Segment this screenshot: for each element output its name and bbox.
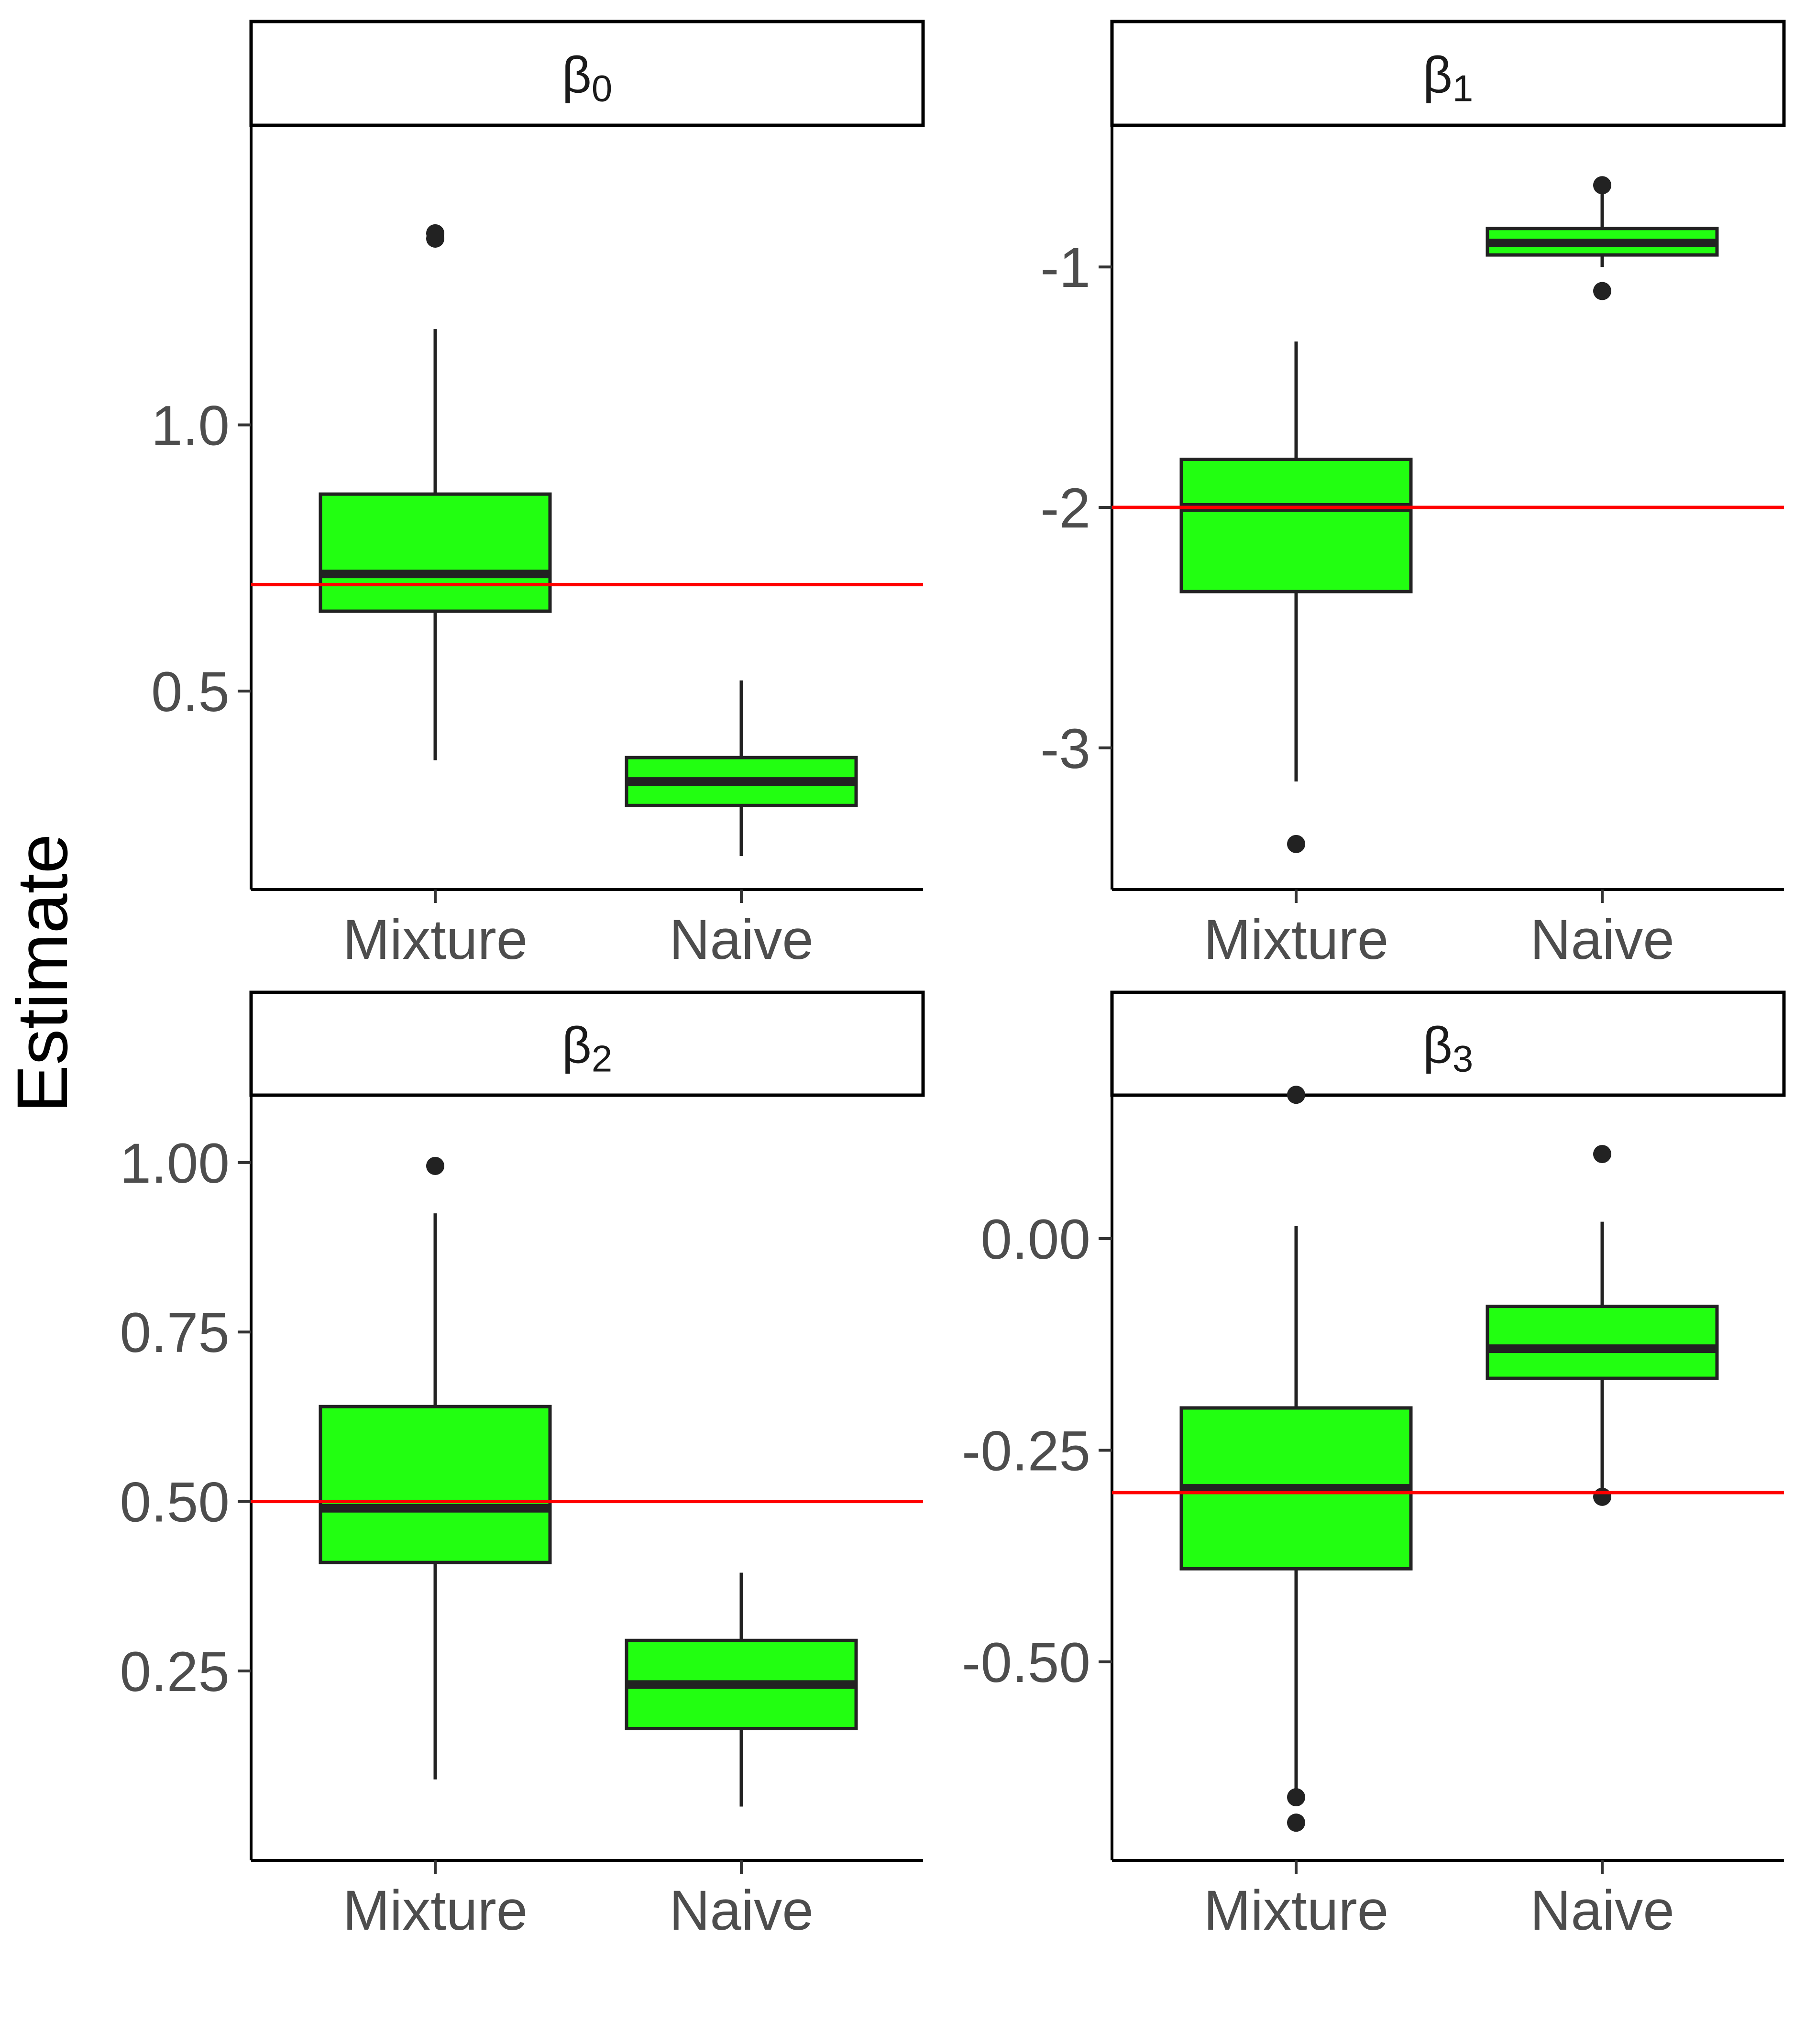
panel-beta2: β2 0.25 0.50 0.75 1.00 Mixture Naive <box>120 990 925 1942</box>
x-tick-label: Naive <box>669 908 814 971</box>
outlier-point <box>426 1156 444 1175</box>
y-tick-label: 1.00 <box>120 1132 230 1195</box>
outlier-point <box>1287 1813 1305 1832</box>
y-tick-label: -3 <box>1040 717 1090 780</box>
box-naive <box>1486 176 1719 300</box>
panel-title: β0 <box>562 46 613 110</box>
iqr-box <box>1486 1305 1719 1380</box>
box-mixture <box>319 1156 552 1780</box>
panel-beta3: β3 -0.50 -0.25 0.00 Mixture Naive <box>962 990 1786 1942</box>
iqr-box <box>319 492 552 613</box>
y-tick-label: 0.25 <box>120 1640 230 1703</box>
panel-title: β2 <box>562 1016 613 1080</box>
panel-strip <box>1110 20 1786 127</box>
panel-title: β3 <box>1423 1016 1474 1080</box>
iqr-box <box>319 1405 552 1564</box>
y-tick-label: -0.50 <box>962 1631 1090 1694</box>
panel-beta0: β0 0.5 1.0 Mixture Naive <box>151 20 925 971</box>
outlier-point <box>1593 1487 1611 1506</box>
x-tick-label: Mixture <box>1204 1879 1389 1942</box>
panel-strip <box>249 20 925 127</box>
y-tick-label: -2 <box>1040 477 1090 540</box>
outlier-point <box>426 224 444 242</box>
box-mixture <box>1179 1086 1413 1832</box>
x-tick-label: Mixture <box>343 1879 528 1942</box>
y-tick-label: 0.5 <box>151 660 230 724</box>
y-tick-label: 0.75 <box>120 1301 230 1364</box>
y-axis-label: Estimate <box>2 834 82 1113</box>
x-tick-label: Naive <box>669 1879 814 1942</box>
y-tick-label: 0.50 <box>120 1471 230 1534</box>
iqr-box <box>1179 457 1413 593</box>
outlier-point <box>1287 1086 1305 1104</box>
box-naive <box>625 1572 858 1807</box>
panels-container: β0 0.5 1.0 Mixture Naive β1 -3 -2 -1 Mixture Naive… <box>120 20 1786 1942</box>
y-tick-label: -1 <box>1040 236 1090 299</box>
outlier-point <box>1593 282 1611 300</box>
outlier-point <box>1287 835 1305 853</box>
y-tick-label: -0.25 <box>962 1419 1090 1483</box>
panel-strip <box>1110 990 1786 1097</box>
y-tick-label: 0.00 <box>980 1208 1090 1271</box>
box-naive <box>1486 1145 1719 1506</box>
x-tick-label: Mixture <box>343 908 528 971</box>
panel-strip <box>249 990 925 1097</box>
y-tick-label: 1.0 <box>151 394 230 457</box>
x-tick-label: Mixture <box>1204 908 1389 971</box>
x-tick-label: Naive <box>1530 908 1674 971</box>
outlier-point <box>1593 1145 1611 1164</box>
box-naive <box>625 680 858 856</box>
outlier-point <box>1593 176 1611 195</box>
box-mixture <box>1179 341 1413 853</box>
box-mixture <box>319 224 552 760</box>
panel-beta1: β1 -3 -2 -1 Mixture Naive <box>1040 20 1786 971</box>
x-tick-label: Naive <box>1530 1879 1674 1942</box>
outlier-point <box>1287 1788 1305 1807</box>
panel-title: β1 <box>1423 46 1474 110</box>
